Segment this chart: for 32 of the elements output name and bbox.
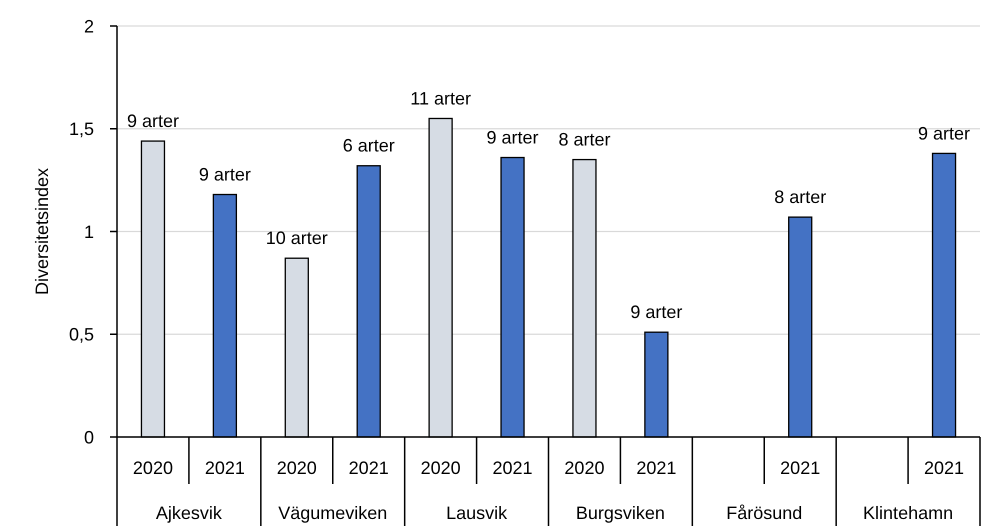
x-tick-label: Klintehamn <box>863 503 954 523</box>
text: 2021 <box>204 458 245 478</box>
annotation: 8 arter <box>774 187 826 208</box>
x-tick-label: Fårösund <box>726 503 802 523</box>
annotation: 9 arter <box>630 302 682 322</box>
x-tick-label: Ajkesvik <box>156 503 223 523</box>
annotation: 9 arter <box>486 128 539 148</box>
y-tick-label: 1 <box>84 222 94 242</box>
y-axis-title: Diversitetsindex <box>32 168 52 296</box>
annotation: 9 arter <box>198 164 251 185</box>
x-tick-label: Lausvik <box>446 503 508 523</box>
annotation: 8 arter <box>558 130 610 150</box>
series-label: 2021 <box>348 458 389 478</box>
text: 2021 <box>924 458 964 478</box>
y-tick-label: 1,5 <box>68 119 94 140</box>
series-label: 2020 <box>132 458 173 478</box>
x-tick-label: Vägumeviken <box>278 503 388 523</box>
y-tick-label: 2 <box>84 16 94 36</box>
annotation: 9 arter <box>918 123 970 144</box>
y-tick-label: 0,5 <box>68 324 94 345</box>
text: 2021 <box>780 458 820 478</box>
x-tick-label: Burgsviken <box>576 503 665 523</box>
annotation: 9 arter <box>126 111 179 132</box>
text: 2021 <box>492 458 533 478</box>
text: 2021 <box>636 458 676 478</box>
annotation: 11 arter <box>410 88 471 108</box>
annotation: 10 arter <box>266 228 328 248</box>
y-tick-label: 0 <box>84 427 94 448</box>
text: 2020 <box>564 458 604 478</box>
annotation: 6 arter <box>342 136 395 156</box>
text: 2020 <box>276 458 317 478</box>
text: 2020 <box>420 458 461 478</box>
